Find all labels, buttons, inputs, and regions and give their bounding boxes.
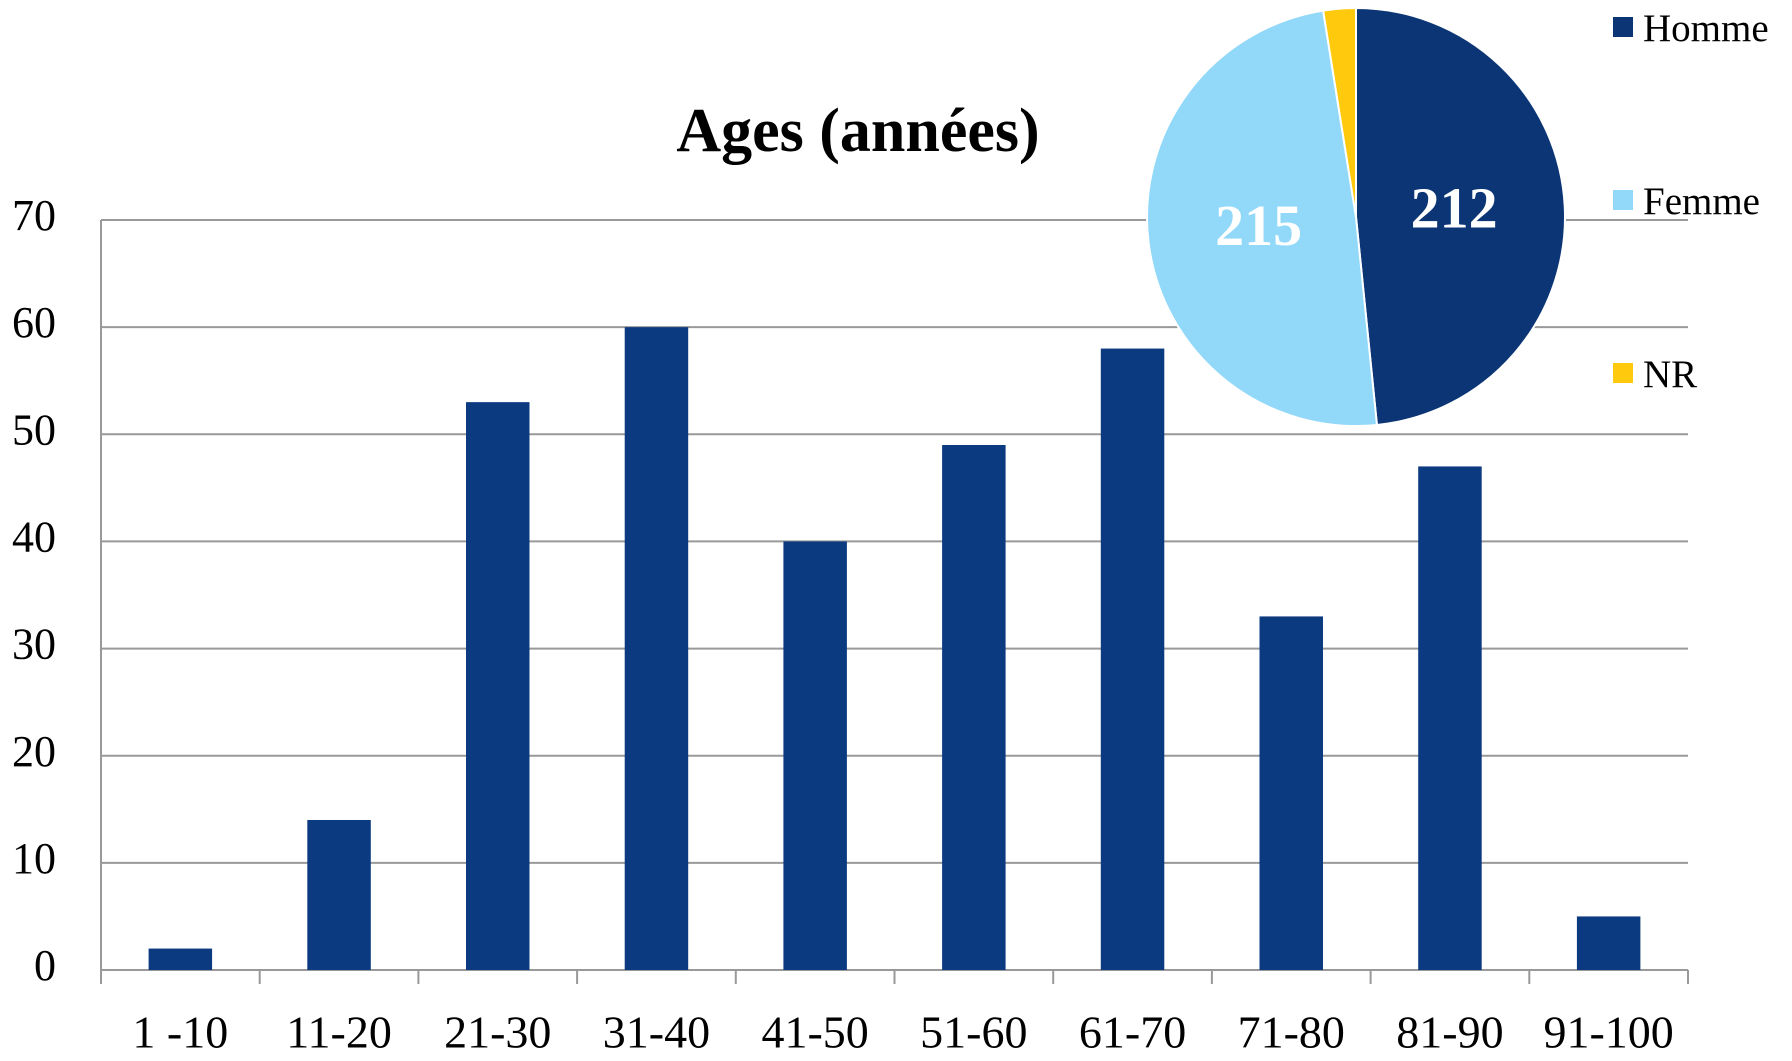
bar bbox=[1418, 466, 1482, 970]
slice-label: 215 bbox=[1215, 193, 1302, 258]
chart-title: Ages (années) bbox=[676, 97, 1039, 165]
x-tick-label: 21-30 bbox=[444, 1007, 551, 1058]
x-tick-label: 1 -10 bbox=[132, 1007, 228, 1058]
x-tick-label: 61-70 bbox=[1079, 1007, 1186, 1058]
legend-swatch bbox=[1613, 190, 1633, 210]
y-tick-label: 50 bbox=[12, 405, 56, 454]
x-tick-label: 31-40 bbox=[603, 1007, 710, 1058]
legend-label: NR bbox=[1643, 353, 1697, 396]
pie-slice bbox=[1355, 6, 1566, 427]
bar bbox=[148, 948, 213, 970]
x-tick-label: 91-100 bbox=[1543, 1007, 1673, 1058]
x-tick-label: 71-80 bbox=[1238, 1007, 1345, 1058]
legend-label: Homme bbox=[1643, 7, 1769, 50]
legend-label: Femme bbox=[1643, 180, 1760, 223]
y-tick-label: 30 bbox=[12, 620, 56, 669]
x-tick-label: 11-20 bbox=[286, 1007, 392, 1058]
x-tick-label: 51-60 bbox=[920, 1007, 1027, 1058]
slice-label: 212 bbox=[1411, 175, 1498, 240]
x-tick-label: 41-50 bbox=[761, 1007, 868, 1058]
x-tick-label: 81-90 bbox=[1396, 1007, 1503, 1058]
y-tick-label: 60 bbox=[12, 298, 56, 347]
y-tick-label: 20 bbox=[12, 727, 56, 776]
bar bbox=[783, 541, 847, 970]
legend-swatch bbox=[1613, 17, 1633, 37]
bar bbox=[1100, 348, 1165, 971]
y-tick-label: 40 bbox=[12, 513, 56, 562]
y-tick-label: 0 bbox=[34, 941, 56, 990]
bar bbox=[1576, 916, 1641, 970]
bar bbox=[466, 402, 530, 971]
bar bbox=[624, 327, 689, 971]
y-tick-label: 10 bbox=[12, 834, 56, 883]
legend-swatch bbox=[1613, 363, 1633, 383]
pie-slice bbox=[1146, 9, 1379, 427]
bar bbox=[307, 820, 371, 970]
bar bbox=[1259, 616, 1323, 970]
y-tick-label: 70 bbox=[12, 191, 56, 240]
bar bbox=[942, 445, 1006, 970]
pie-slice bbox=[1322, 6, 1357, 218]
